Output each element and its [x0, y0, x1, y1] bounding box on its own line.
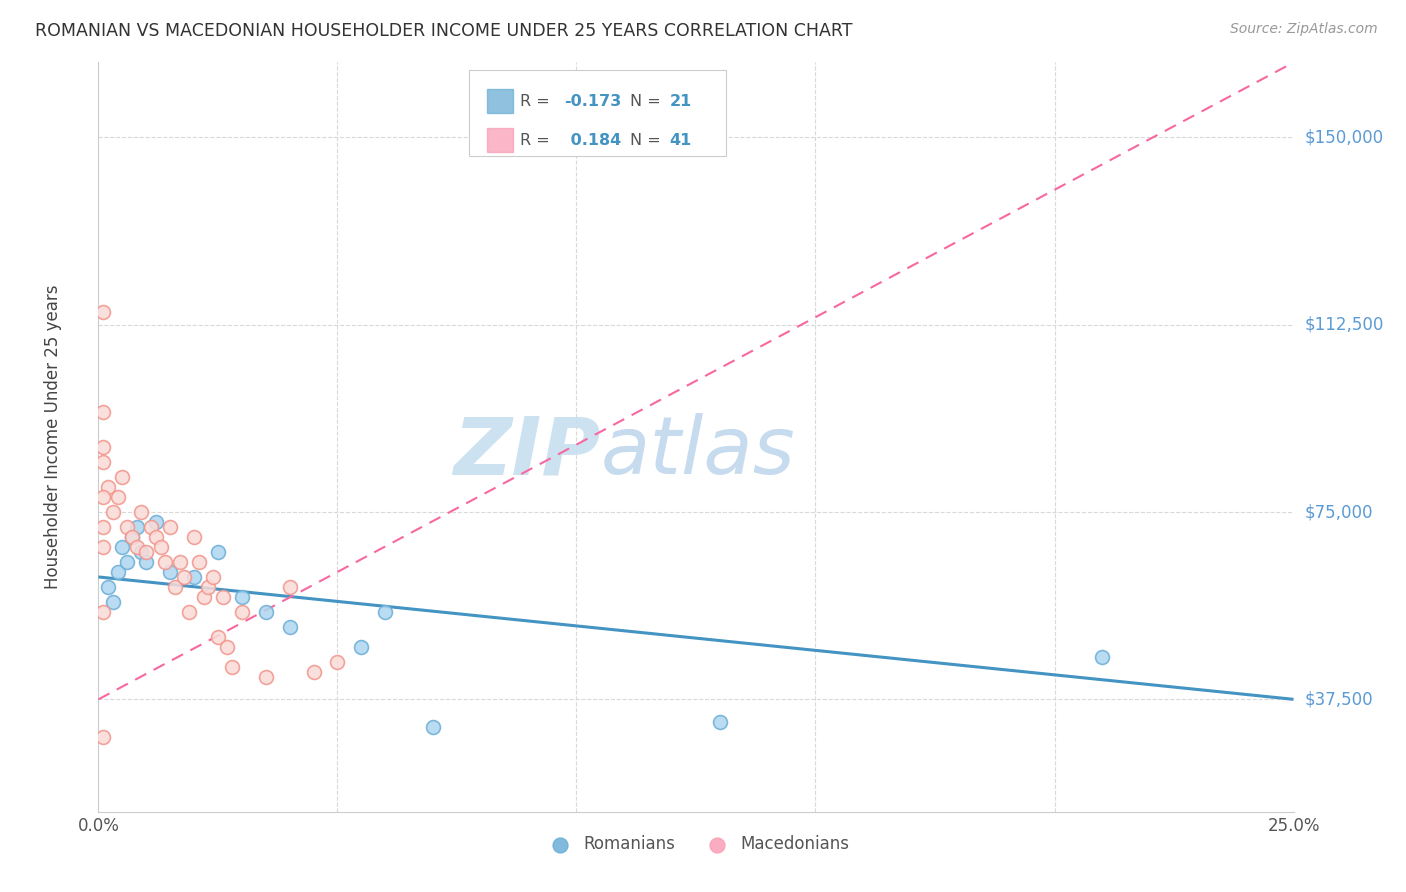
Point	[302, 665, 325, 679]
Point	[350, 640, 373, 654]
Point	[163, 580, 186, 594]
Point	[173, 570, 195, 584]
Point	[231, 590, 253, 604]
Point	[125, 540, 148, 554]
Point	[169, 555, 191, 569]
Text: R =: R =	[520, 133, 555, 148]
Point	[197, 580, 219, 594]
Point	[101, 595, 124, 609]
Point	[131, 545, 153, 559]
Point	[97, 580, 120, 594]
Point	[202, 570, 225, 584]
FancyBboxPatch shape	[486, 128, 513, 153]
Point	[193, 590, 215, 604]
Point	[91, 520, 114, 534]
Point	[254, 670, 277, 684]
Text: N =: N =	[630, 133, 666, 148]
Text: 0.184: 0.184	[565, 133, 621, 148]
Point	[278, 580, 301, 594]
Text: $112,500: $112,500	[1305, 316, 1384, 334]
Point	[107, 565, 129, 579]
Point	[107, 490, 129, 504]
Text: 21: 21	[669, 94, 692, 109]
Point	[149, 540, 172, 554]
Point	[91, 730, 114, 744]
Point	[221, 660, 243, 674]
Point	[145, 515, 167, 529]
Point	[278, 620, 301, 634]
Point	[207, 545, 229, 559]
Point	[115, 555, 138, 569]
FancyBboxPatch shape	[486, 89, 513, 113]
Text: N =: N =	[630, 94, 666, 109]
Point	[111, 540, 134, 554]
Point	[326, 655, 349, 669]
Point	[145, 530, 167, 544]
Point	[187, 555, 209, 569]
Point	[159, 520, 181, 534]
Point	[211, 590, 233, 604]
FancyBboxPatch shape	[470, 70, 725, 156]
Point	[135, 555, 157, 569]
Point	[135, 545, 157, 559]
Point	[183, 570, 205, 584]
Point	[91, 440, 114, 454]
Legend: Romanians, Macedonians: Romanians, Macedonians	[536, 829, 856, 860]
Point	[183, 530, 205, 544]
Point	[1091, 649, 1114, 664]
Point	[179, 605, 201, 619]
Point	[115, 520, 138, 534]
Point	[422, 720, 444, 734]
Text: Source: ZipAtlas.com: Source: ZipAtlas.com	[1230, 22, 1378, 37]
Point	[101, 505, 124, 519]
Point	[131, 505, 153, 519]
Point	[155, 555, 177, 569]
Point	[159, 565, 181, 579]
Text: $75,000: $75,000	[1305, 503, 1374, 521]
Point	[139, 520, 162, 534]
Point	[709, 714, 731, 729]
Point	[97, 480, 120, 494]
Point	[125, 520, 148, 534]
Point	[91, 605, 114, 619]
Point	[91, 455, 114, 469]
Text: R =: R =	[520, 94, 555, 109]
Text: $37,500: $37,500	[1305, 690, 1374, 708]
Point	[207, 630, 229, 644]
Point	[111, 470, 134, 484]
Point	[91, 405, 114, 419]
Text: ZIP: ZIP	[453, 413, 600, 491]
Point	[91, 305, 114, 319]
Point	[121, 530, 143, 544]
Text: -0.173: -0.173	[565, 94, 621, 109]
Point	[231, 605, 253, 619]
Point	[217, 640, 239, 654]
Point	[121, 530, 143, 544]
Point	[91, 540, 114, 554]
Text: ROMANIAN VS MACEDONIAN HOUSEHOLDER INCOME UNDER 25 YEARS CORRELATION CHART: ROMANIAN VS MACEDONIAN HOUSEHOLDER INCOM…	[35, 22, 852, 40]
Text: 41: 41	[669, 133, 692, 148]
Point	[374, 605, 396, 619]
Text: Householder Income Under 25 years: Householder Income Under 25 years	[44, 285, 62, 590]
Text: $150,000: $150,000	[1305, 128, 1384, 146]
Text: atlas: atlas	[600, 413, 796, 491]
Point	[254, 605, 277, 619]
Point	[91, 490, 114, 504]
